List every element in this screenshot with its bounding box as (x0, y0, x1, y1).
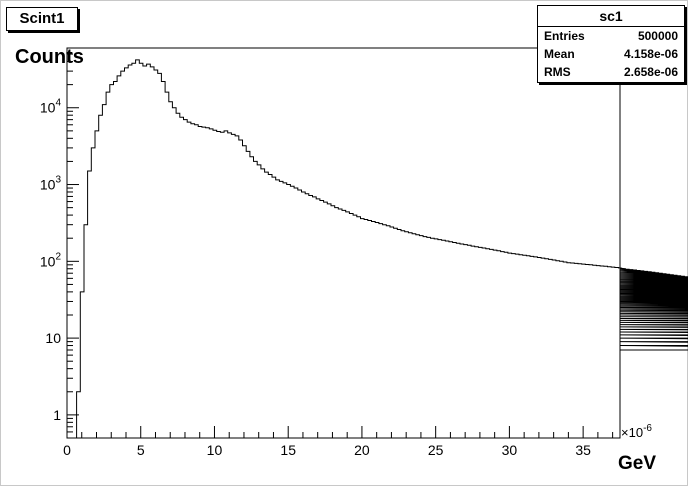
plot-frame (66, 47, 621, 439)
y-tick-label: 10 (45, 330, 61, 346)
x-tick-label: 10 (207, 442, 223, 458)
x-tick-label: 5 (137, 442, 145, 458)
y-tick-label: 102 (40, 251, 62, 269)
stats-entries-value: 500000 (637, 29, 678, 43)
y-axis-ticks: 1 10 102 103 104 (40, 47, 79, 433)
y-axis-label: Counts (15, 46, 84, 68)
x-axis-label: GeV (618, 453, 656, 474)
y-tick-label: 104 (40, 98, 62, 116)
histogram-title: Scint1 (19, 10, 65, 27)
x-tick-label: 0 (63, 442, 71, 458)
x-axis-ticks: 0 5 10 15 20 25 30 35 (63, 426, 614, 458)
histogram-title-box: Scint1 (6, 7, 78, 31)
stats-entries-label: Entries (544, 29, 585, 43)
y-tick-label: 103 (40, 175, 62, 193)
x-tick-label: 35 (575, 442, 591, 458)
stats-rms-value: 2.658e-06 (623, 65, 678, 79)
stats-title: sc1 (538, 6, 684, 27)
y-tick-label: 1 (53, 407, 61, 423)
x-axis-exponent: ×10-6 (621, 423, 652, 440)
histogram-line (72, 59, 688, 439)
stats-mean-label: Mean (544, 47, 575, 61)
x-tick-label: 30 (502, 442, 518, 458)
stats-mean-value: 4.158e-06 (623, 47, 678, 61)
x-tick-label: 25 (428, 442, 444, 458)
x-tick-label: 20 (354, 442, 370, 458)
stats-box: sc1 Entries 500000 Mean 4.158e-06 RMS 2.… (537, 5, 685, 83)
stats-rms-label: RMS (544, 65, 571, 79)
x-tick-label: 15 (280, 442, 296, 458)
